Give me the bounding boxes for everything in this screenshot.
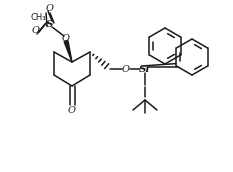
Text: O: O [46,3,54,13]
Polygon shape [64,40,72,62]
Text: S: S [46,19,54,29]
Text: O: O [32,25,40,35]
Text: O: O [62,34,70,42]
Text: Si: Si [139,64,151,73]
Text: O: O [68,105,76,115]
Text: CH₃: CH₃ [30,13,46,22]
Text: O: O [122,64,130,73]
